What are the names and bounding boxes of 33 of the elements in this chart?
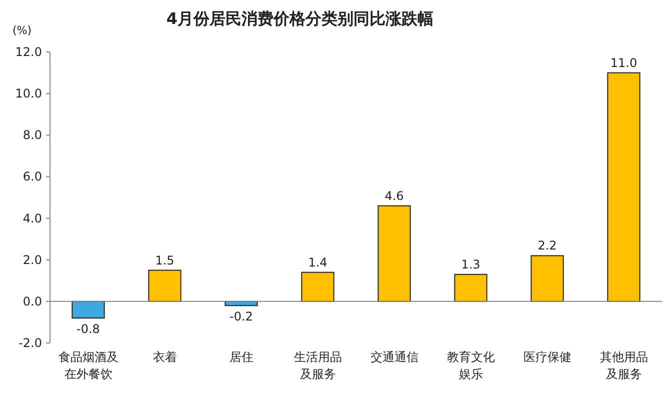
x-tick-label: 交通通信 [370,350,418,364]
bar [301,272,334,302]
bar [454,274,488,302]
y-tick-label: 4.0 [22,211,42,226]
data-label: -0.2 [230,310,253,324]
y-tick-label: 0.0 [22,294,42,308]
data-label: 2.2 [538,238,557,253]
y-tick-label: -2.0 [18,336,42,350]
data-label: 1.3 [461,257,480,272]
y-tick-label: 6.0 [22,170,42,184]
x-tick-label: 生活用品及服务 [294,350,342,381]
x-tick-label: 居住 [229,350,254,364]
bar [378,205,411,302]
x-tick-label: 医疗保健 [523,350,572,364]
y-axis-title: (%) [12,24,32,37]
x-tick-label: 食品烟酒及在外餐饮 [58,350,118,381]
data-label: -0.8 [76,322,100,336]
y-tick-label: 10.0 [15,86,42,101]
data-label: 4.6 [384,188,404,203]
x-tick-label: 其他用品及服务 [600,350,648,381]
bar [607,72,640,302]
x-tick-label: 教育文化娱乐 [446,350,495,381]
y-tick-label: 2.0 [22,252,42,267]
x-tick-label: 衣着 [152,350,177,364]
data-label: 1.4 [308,255,328,270]
chart-title: 4月份居民消费价格分类别同比涨跌幅 [166,9,434,28]
data-label: 11.0 [610,56,638,70]
data-label: 1.5 [155,253,174,268]
bar [72,300,105,319]
bar [148,270,182,302]
y-tick-label: 12.0 [15,45,42,59]
y-tick-label: 8.0 [22,128,42,142]
bar [530,255,564,302]
